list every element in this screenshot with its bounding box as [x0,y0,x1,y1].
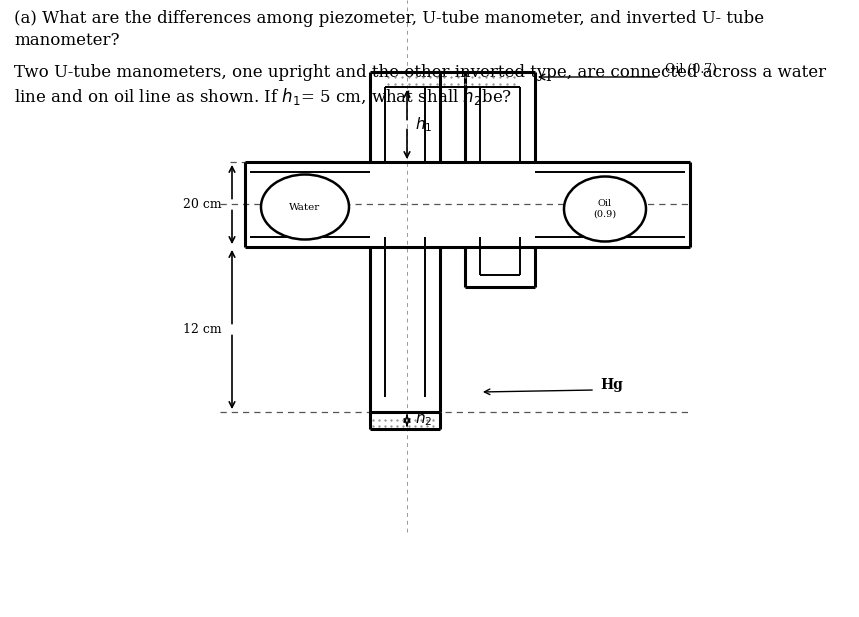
Text: 20 cm: 20 cm [183,198,222,211]
Text: 12 cm: 12 cm [183,323,222,336]
Text: (a) What are the differences among piezometer, U-tube manometer, and inverted U-: (a) What are the differences among piezo… [14,10,765,27]
Text: Water: Water [289,202,320,212]
Ellipse shape [261,175,349,239]
Text: manometer?: manometer? [14,32,119,49]
Text: Oil (0.7): Oil (0.7) [665,62,717,75]
Ellipse shape [564,176,646,241]
Text: Oil
(0.9): Oil (0.9) [594,199,617,218]
Text: Two U-tube manometers, one upright and the other inverted type, are connected ac: Two U-tube manometers, one upright and t… [14,64,826,81]
Text: $h_1$: $h_1$ [415,115,432,134]
Text: $h_2$: $h_2$ [415,409,432,428]
Text: line and on oil line as shown. If $h_1$= 5 cm, what shall $h_2$be?: line and on oil line as shown. If $h_1$=… [14,86,512,107]
Text: Hg: Hg [600,378,623,392]
